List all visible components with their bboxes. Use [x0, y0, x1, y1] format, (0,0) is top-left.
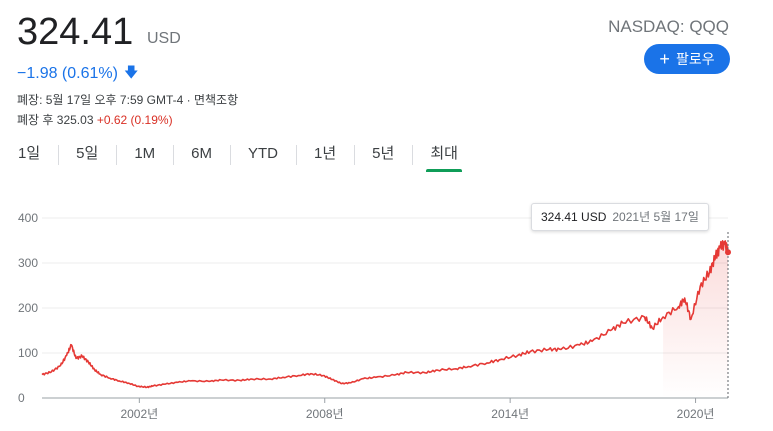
y-tick-label: 0 — [18, 391, 25, 405]
arrow-down-icon: 🡇 — [123, 64, 139, 80]
price-line — [41, 240, 729, 389]
plus-icon: + — [659, 49, 670, 69]
y-tick-label: 300 — [18, 256, 38, 270]
tab-range-0[interactable]: 1일 — [18, 145, 41, 162]
x-tick-label: 2008년 — [306, 407, 344, 421]
tooltip-date: 2021년 5월 17일 — [612, 210, 699, 224]
price-change: −1.98 (0.61%) 🡇 — [17, 62, 138, 86]
tab-range-4[interactable]: YTD — [230, 143, 296, 169]
tab-range-6[interactable]: 5년 — [354, 143, 412, 169]
tab-range-1[interactable]: 5일 — [58, 143, 116, 169]
y-tick-label: 400 — [18, 211, 38, 225]
after-hours-change: +0.62 (0.19%) — [96, 113, 173, 127]
x-tick-label: 2002년 — [120, 407, 158, 421]
x-tick-label: 2020년 — [677, 407, 715, 421]
after-hours-label: 폐장 후 325.03 — [17, 113, 94, 127]
tab-range-5[interactable]: 1년 — [296, 143, 354, 169]
close-info: 폐장: 5월 17일 오후 7:59 GMT-4 · 면책조항 — [17, 91, 238, 108]
ticker-symbol: NASDAQ: QQQ — [608, 17, 729, 36]
x-tick-label: 2014년 — [491, 407, 529, 421]
hover-tooltip: 324.41 USD 2021년 5월 17일 — [531, 203, 709, 231]
follow-button[interactable]: + 팔로우 — [644, 44, 730, 74]
tooltip-value: 324.41 USD — [541, 210, 607, 224]
price-change-value: −1.98 (0.61%) — [17, 65, 118, 82]
currency-label: USD — [147, 30, 181, 47]
follow-button-label: 팔로우 — [675, 51, 715, 67]
hover-point — [725, 249, 731, 256]
tab-range-7[interactable]: 최대 — [412, 143, 476, 172]
y-tick-label: 200 — [18, 301, 38, 315]
price-area — [663, 240, 728, 398]
after-hours-info: 폐장 후 325.03 +0.62 (0.19%) — [17, 111, 173, 128]
tab-range-2[interactable]: 1M — [116, 143, 173, 169]
close-info-text: 폐장: 5월 17일 오후 7:59 GMT-4 · 면책조항 — [17, 93, 239, 107]
current-price: 324.41 — [17, 11, 134, 53]
tab-range-3[interactable]: 6M — [173, 143, 230, 169]
y-tick-label: 100 — [18, 346, 38, 360]
range-tabs: 1일 5일 1M 6M YTD 1년 5년 최대 — [0, 143, 476, 173]
